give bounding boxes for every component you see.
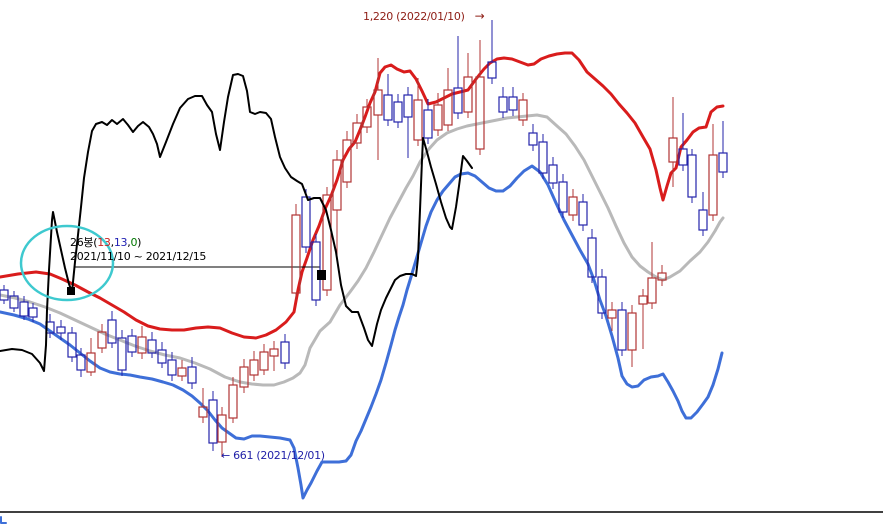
candle-up — [668, 137, 678, 163]
candle-up — [239, 366, 249, 388]
highlight-ellipse — [19, 224, 115, 302]
candle-up — [269, 348, 279, 357]
candle-down — [487, 61, 497, 79]
candle-up — [342, 139, 352, 183]
measure-marker-end — [317, 270, 326, 280]
candle-down — [587, 237, 597, 278]
candle-down — [538, 141, 548, 174]
candle-down — [107, 319, 117, 344]
candle-down — [19, 301, 29, 317]
candle-down — [208, 399, 218, 444]
candle-down — [403, 94, 413, 118]
candle-down — [157, 349, 167, 364]
candle-up — [332, 159, 342, 211]
candle-up — [291, 214, 301, 294]
candle-up — [443, 89, 453, 126]
candle-up — [198, 406, 208, 418]
candle-down — [301, 196, 311, 248]
candle-up — [475, 76, 485, 150]
candle-up — [638, 295, 648, 305]
candle-down — [548, 164, 558, 184]
bar-count-part: 13 — [113, 236, 128, 249]
candle-down — [67, 332, 77, 358]
candle-down — [453, 87, 463, 114]
candle-down — [423, 109, 433, 139]
bar-count-part: , — [110, 236, 115, 249]
bollinger-upper-band — [0, 51, 725, 340]
candle-down — [617, 309, 627, 351]
date-range-label: 2021/11/10 ~ 2021/12/15 — [70, 250, 207, 263]
candle-up — [657, 272, 667, 281]
candle-down — [56, 326, 66, 334]
bar-count-part: 26봉( — [70, 236, 98, 249]
candle-up — [647, 277, 657, 304]
candle-up — [217, 414, 227, 443]
candle-down — [393, 101, 403, 123]
candle-down — [597, 276, 607, 314]
candle-up — [708, 154, 718, 216]
candle-up — [177, 367, 187, 377]
candle-down — [698, 209, 708, 231]
candle-up — [373, 89, 383, 116]
candle-up — [322, 194, 332, 291]
candle-down — [187, 366, 197, 384]
candle-up — [568, 196, 578, 216]
candle-down — [76, 354, 86, 371]
bar-count-part: , — [127, 236, 131, 249]
candle-down — [167, 359, 177, 376]
candle-down — [147, 339, 157, 354]
candle-up — [86, 352, 96, 373]
low-price-callout: ← 661 (2021/12/01) — [221, 449, 325, 462]
candle-down — [0, 289, 9, 301]
bar-count-part: 13 — [97, 236, 111, 249]
candle-up — [249, 359, 259, 376]
high-price-label: 1,220 (2022/01/10) — [363, 10, 465, 23]
candle-up — [228, 384, 238, 419]
candle-up — [97, 331, 107, 349]
bar-count-callout: 26봉(13,13,0) — [70, 236, 141, 249]
candle-up — [362, 106, 372, 128]
candle-down — [280, 341, 290, 364]
bar-count-part: ) — [137, 236, 142, 249]
candle-up — [259, 351, 269, 371]
candle-up — [413, 99, 423, 141]
candle-up — [137, 336, 147, 354]
low-price-label: ← 661 (2021/12/01) — [221, 449, 325, 462]
bollinger-lower-band — [0, 164, 724, 500]
date-range-callout: 2021/11/10 ~ 2021/12/15 — [70, 250, 206, 263]
candle-down — [718, 152, 728, 173]
candle-up — [607, 309, 617, 319]
bar-count-part: 0 — [130, 236, 138, 249]
candle-down — [678, 148, 688, 166]
candle-down — [28, 307, 38, 318]
candle-down — [558, 181, 568, 213]
candle-up — [518, 99, 528, 121]
candle-up — [627, 312, 637, 351]
comparison-index-line — [0, 73, 473, 372]
candle-down — [687, 154, 697, 198]
candle-down — [9, 295, 19, 309]
bollinger-middle-band — [0, 113, 725, 387]
axis-corner-mark — [0, 516, 7, 524]
measure-marker-start — [67, 287, 75, 295]
right-arrow-icon: → — [474, 9, 485, 23]
candle-down — [498, 96, 508, 113]
candle-down — [383, 94, 393, 121]
candle-down — [578, 201, 588, 226]
candle-down — [127, 335, 137, 353]
candle-down — [117, 337, 127, 371]
candle-up — [463, 76, 473, 113]
candle-down — [508, 96, 518, 111]
high-price-callout: 1,220 (2022/01/10) → — [363, 9, 485, 24]
candle-down — [528, 132, 538, 146]
candle-up — [352, 122, 362, 144]
candle-up — [433, 104, 443, 131]
